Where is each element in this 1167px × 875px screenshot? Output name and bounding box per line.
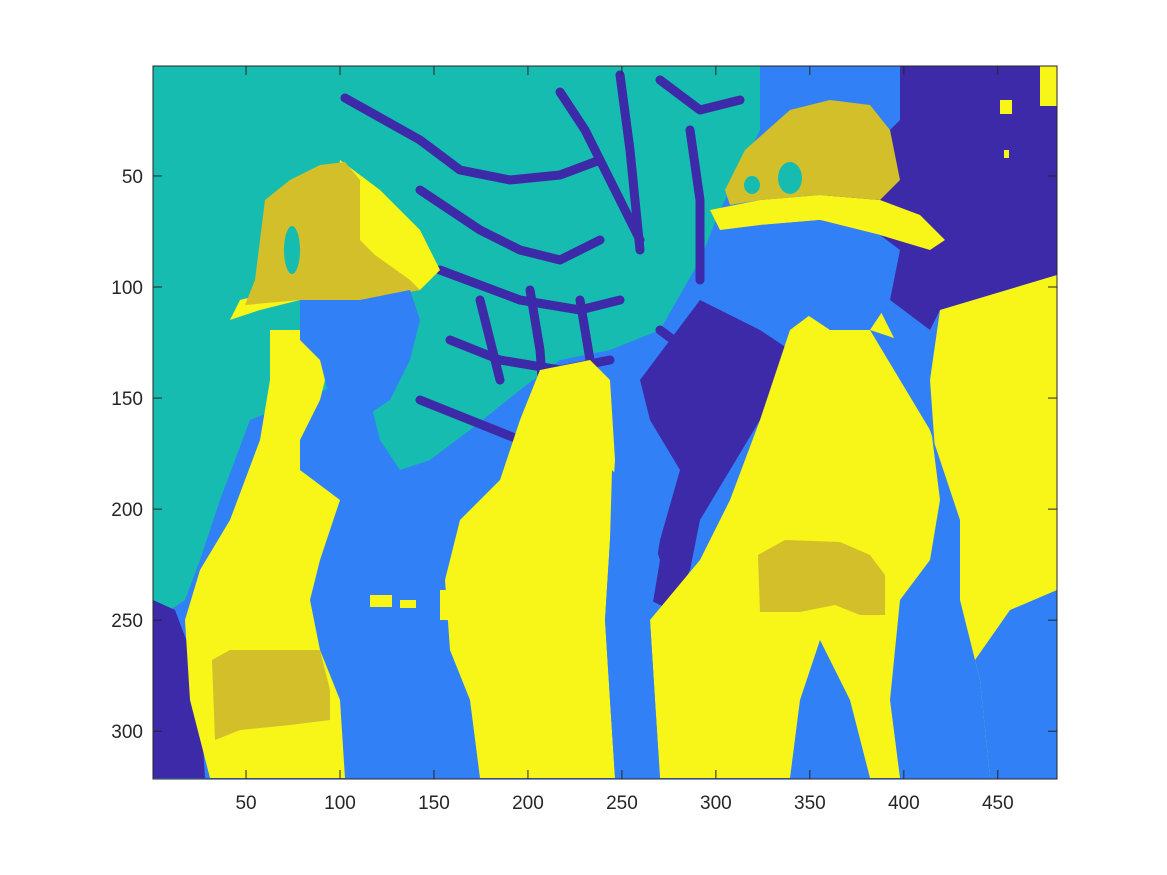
- plot-area: [153, 66, 1057, 779]
- x-tick-label: 200: [512, 793, 544, 814]
- region-olive-right-pocket: [758, 540, 885, 615]
- region-teal-left-helmet-hole: [284, 226, 300, 274]
- region-blue-left-sleeve: [330, 480, 450, 640]
- region-teal-right-helmet-hole: [778, 162, 802, 194]
- y-tick-label: 250: [111, 611, 143, 632]
- y-tick-label: 200: [111, 500, 143, 521]
- y-axis-ticks: 50 100 150 200 250 300: [111, 167, 1057, 743]
- x-axis-ticks: 50 100 150 200 250 300 350 400 450: [235, 66, 1014, 814]
- region-blue-left-face: [300, 290, 420, 420]
- y-tick-label: 50: [122, 167, 143, 188]
- region-purple-diagonal: [640, 300, 790, 610]
- y-tick-label: 150: [111, 389, 143, 410]
- region-yellow-right-helmet-brim: [710, 195, 945, 250]
- y-tick-label: 300: [111, 722, 143, 743]
- region-olive-right-helmet: [725, 100, 900, 205]
- x-tick-label: 350: [794, 793, 826, 814]
- x-tick-label: 250: [606, 793, 638, 814]
- region-olive-left-pocket: [212, 650, 330, 740]
- region-blue-right-shirt: [870, 330, 990, 778]
- axes-box: [152, 65, 1058, 780]
- region-blue-center-gap: [605, 470, 660, 778]
- region-blue-right-face: [760, 220, 900, 330]
- region-yellow-specks: [370, 66, 1057, 630]
- y-tick-label: 100: [111, 278, 143, 299]
- x-tick-label: 300: [700, 793, 732, 814]
- x-tick-label: 400: [888, 793, 920, 814]
- region-yellow-center-figure: [445, 360, 615, 778]
- x-tick-label: 150: [418, 793, 450, 814]
- region-purple-bottom-left: [153, 600, 205, 778]
- region-teal-right-helmet-hole-2: [744, 176, 760, 194]
- x-tick-label: 50: [235, 793, 256, 814]
- region-yellow-right-backdrop: [930, 275, 1057, 660]
- x-tick-label: 450: [982, 793, 1014, 814]
- x-tick-label: 100: [324, 793, 356, 814]
- region-purple-branches: [340, 70, 745, 445]
